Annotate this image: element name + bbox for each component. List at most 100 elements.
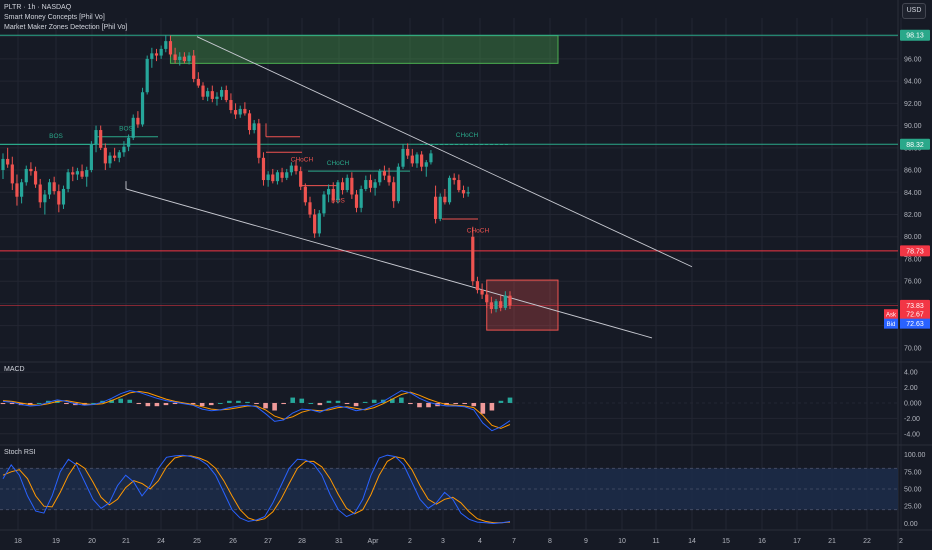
x-tick-label: 9 bbox=[584, 538, 588, 545]
rsi-tick-label: 75.00 bbox=[904, 469, 922, 476]
macd-tick-label: -4.00 bbox=[904, 431, 920, 438]
x-tick-label: 4 bbox=[478, 538, 482, 545]
indicator-smc-title: Smart Money Concepts [Phil Vo] bbox=[4, 14, 105, 21]
rsi-tick-label: 25.00 bbox=[904, 504, 922, 511]
quote-tag-label: Bid bbox=[887, 322, 896, 328]
x-tick-label: 18 bbox=[14, 538, 22, 545]
candle-body bbox=[24, 168, 28, 183]
price-label-box bbox=[900, 245, 930, 257]
upper-trendline bbox=[196, 36, 693, 268]
macd-histogram-bar bbox=[0, 402, 6, 405]
macd-histogram-bar bbox=[190, 402, 196, 405]
macd-histogram-bar bbox=[299, 398, 305, 403]
macd-histogram-bar bbox=[127, 399, 133, 403]
x-tick-label: 2 bbox=[899, 538, 903, 545]
price-tick-label: 84.00 bbox=[904, 190, 922, 197]
candle-body bbox=[206, 91, 210, 97]
candle-body bbox=[331, 188, 335, 201]
macd-histogram-bar bbox=[317, 402, 323, 406]
macd-histogram-bar bbox=[199, 402, 205, 407]
candle-body bbox=[387, 175, 391, 183]
candle-body bbox=[326, 188, 331, 195]
indicator-mmz-title: Market Maker Zones Detection [Phil Vo] bbox=[4, 24, 128, 31]
macd-histogram-bar bbox=[408, 402, 413, 405]
level-lines: BOSBOSCHoCHCHoCHBOSCHoCHCHoCH bbox=[0, 34, 898, 339]
candle-body bbox=[457, 180, 461, 191]
candle-body bbox=[317, 213, 321, 234]
x-tick-label: 3 bbox=[441, 538, 445, 545]
x-tick-label: 11 bbox=[652, 538, 659, 545]
candle-body bbox=[475, 281, 480, 291]
candle-body bbox=[243, 108, 247, 114]
x-tick-label: 25 bbox=[193, 538, 201, 545]
candle-body bbox=[33, 171, 38, 185]
price-tick-label: 70.00 bbox=[904, 345, 922, 352]
candle-body bbox=[89, 144, 93, 171]
currency-button[interactable]: USD bbox=[902, 3, 926, 19]
candle-body bbox=[429, 153, 433, 163]
candle-body bbox=[275, 172, 280, 182]
structure-label: CHoCH bbox=[291, 156, 314, 163]
x-tick-label: 28 bbox=[298, 538, 306, 545]
candle-body bbox=[108, 155, 112, 164]
candle-body bbox=[489, 302, 493, 309]
symbol-title: PLTR · 1h · NASDAQ bbox=[4, 4, 72, 11]
candle-body bbox=[168, 41, 173, 55]
candle-body bbox=[452, 177, 456, 181]
x-tick-label: 15 bbox=[722, 538, 730, 545]
candle-body bbox=[103, 147, 107, 164]
macd-line bbox=[2, 390, 511, 432]
candle-body bbox=[57, 191, 61, 205]
macd-histogram-bar bbox=[208, 402, 214, 406]
structure-label: BOS bbox=[49, 133, 63, 140]
macd-tick-label: 0.000 bbox=[904, 400, 922, 407]
candle-body bbox=[378, 171, 382, 183]
price-label-box bbox=[900, 138, 930, 150]
macd-histogram-bar bbox=[263, 402, 268, 409]
candle-body bbox=[164, 41, 168, 49]
rsi-tick-label: 0.00 bbox=[904, 521, 918, 528]
macd-histogram-bar bbox=[136, 402, 142, 405]
candle-body bbox=[220, 90, 224, 97]
macd-histogram-bar bbox=[118, 398, 123, 403]
stoch-rsi-pane-title: Stoch RSI bbox=[4, 449, 36, 456]
candle-body bbox=[433, 196, 438, 219]
candle-body bbox=[201, 85, 205, 97]
candle-body bbox=[350, 177, 354, 195]
macd-histogram-bar bbox=[344, 402, 350, 405]
price-tick-label: 90.00 bbox=[904, 123, 922, 130]
lower-trendline bbox=[125, 188, 653, 339]
candle-body bbox=[238, 108, 242, 115]
macd-histogram-bar bbox=[163, 402, 169, 406]
x-tick-label: 17 bbox=[793, 538, 801, 545]
candle-body bbox=[187, 55, 191, 62]
macd-histogram-bar bbox=[371, 399, 377, 403]
candle-body bbox=[85, 170, 89, 177]
macd-tick-label: 4.00 bbox=[904, 370, 918, 377]
candle-body bbox=[99, 130, 103, 148]
macd-histogram-bar bbox=[335, 400, 341, 403]
stoch-rsi-pane: 100.00 75.00 50.00 25.00 0.00 bbox=[0, 452, 926, 528]
x-tick-label: 21 bbox=[828, 538, 836, 545]
chart-header: PLTR · 1h · NASDAQ Smart Money Concepts … bbox=[4, 3, 127, 33]
macd-histogram-bar bbox=[91, 402, 96, 404]
macd-histogram-bar bbox=[272, 402, 277, 411]
macd-histogram-bar bbox=[64, 402, 69, 405]
candle-body bbox=[20, 182, 24, 197]
price-axis: 70.0072.0074.0076.0078.0080.0082.0084.00… bbox=[884, 29, 930, 352]
candle-body bbox=[345, 177, 349, 191]
macd-histogram-bar bbox=[9, 402, 15, 405]
macd-histogram-bar bbox=[362, 401, 368, 403]
macd-histogram-bar bbox=[471, 402, 477, 407]
macd-histogram-bar bbox=[353, 402, 359, 407]
price-label: 98.13 bbox=[906, 33, 924, 40]
structure-label: BOS bbox=[119, 125, 133, 132]
smc-zones bbox=[169, 35, 559, 331]
candle-body bbox=[364, 180, 368, 189]
candle-body bbox=[94, 130, 98, 145]
stoch-k-line bbox=[2, 454, 511, 525]
candle-body bbox=[503, 295, 507, 308]
quote-price: 72.67 bbox=[906, 312, 924, 319]
candle-body bbox=[499, 301, 503, 308]
candle-body bbox=[261, 157, 266, 181]
